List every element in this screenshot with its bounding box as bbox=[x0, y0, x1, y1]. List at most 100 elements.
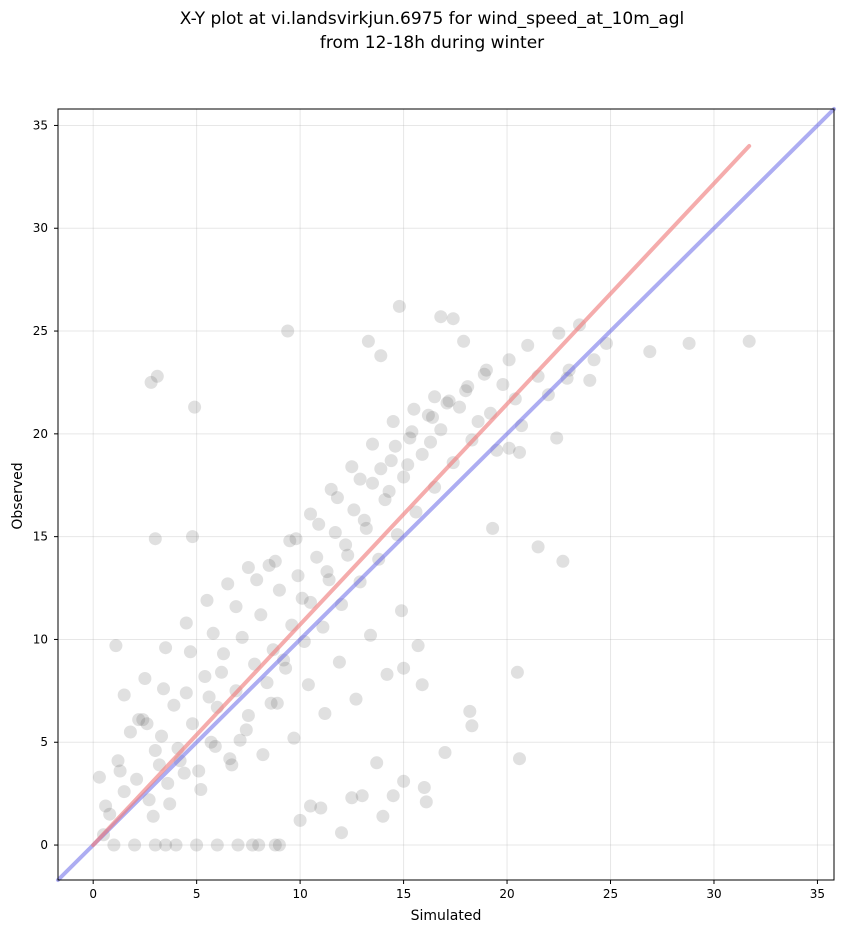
x-tick-label: 0 bbox=[89, 887, 97, 901]
scatter-point bbox=[206, 626, 220, 640]
scatter-point bbox=[442, 394, 456, 408]
scatter-point bbox=[643, 345, 657, 359]
scatter-point bbox=[417, 781, 431, 794]
scatter-point bbox=[148, 838, 162, 852]
scatter-point bbox=[397, 774, 411, 788]
x-tick-label: 25 bbox=[603, 887, 618, 901]
scatter-point bbox=[291, 569, 305, 583]
scatter-point bbox=[386, 415, 400, 428]
scatter-point bbox=[304, 595, 317, 609]
y-tick-label: 0 bbox=[40, 838, 48, 852]
scatter-point bbox=[188, 400, 202, 414]
scatter-point bbox=[403, 431, 417, 445]
scatter-point bbox=[223, 752, 237, 766]
scatter-point bbox=[136, 713, 150, 727]
scatter-point bbox=[366, 476, 379, 490]
x-tick-label: 5 bbox=[193, 887, 201, 901]
scatter-point bbox=[92, 770, 106, 784]
scatter-point bbox=[322, 573, 336, 587]
x-tick-label: 35 bbox=[810, 887, 825, 901]
scatter-point bbox=[117, 785, 131, 799]
scatter-point bbox=[186, 530, 199, 544]
scatter-point bbox=[428, 390, 442, 404]
scatter-point bbox=[130, 772, 144, 786]
scatter-point bbox=[397, 661, 411, 675]
scatter-point bbox=[268, 554, 282, 568]
scatter-point bbox=[477, 367, 491, 381]
scatter-point bbox=[167, 698, 181, 712]
scatter-point bbox=[279, 661, 293, 675]
scatter-point bbox=[355, 789, 369, 803]
scatter-point bbox=[397, 470, 411, 484]
scatter-point bbox=[521, 338, 535, 352]
scatter-point bbox=[682, 336, 696, 350]
scatter-point bbox=[357, 513, 371, 527]
scatter-point bbox=[361, 334, 375, 348]
scatter-point bbox=[113, 764, 127, 778]
scatter-point bbox=[246, 838, 259, 852]
scatter-point bbox=[262, 558, 276, 572]
scatter-point bbox=[163, 797, 177, 811]
scatter-point bbox=[148, 744, 162, 757]
scatter-point bbox=[283, 534, 297, 548]
y-axis-ticks: 0 5 10 15 20 25 30 35 bbox=[33, 118, 58, 852]
scatter-point bbox=[293, 813, 307, 827]
scatter-point bbox=[107, 838, 121, 852]
scatter-point bbox=[374, 349, 388, 363]
scatter-point bbox=[210, 838, 224, 852]
scatter-point bbox=[353, 472, 367, 486]
scatter-point bbox=[194, 783, 208, 796]
scatter-point bbox=[235, 630, 249, 644]
y-axis-label: Observed bbox=[10, 462, 26, 529]
scatter-point bbox=[330, 491, 344, 505]
scatter-point bbox=[198, 670, 212, 683]
scatter-point bbox=[392, 299, 406, 313]
x-tick-label: 20 bbox=[499, 887, 514, 901]
scatter-point bbox=[510, 665, 524, 679]
scatter-point bbox=[260, 676, 274, 690]
scatter-point bbox=[111, 754, 125, 768]
scatter-point bbox=[332, 655, 346, 669]
scatter-point bbox=[552, 326, 566, 340]
scatter-point bbox=[446, 312, 460, 326]
scatter-point bbox=[411, 639, 425, 653]
grid-lines bbox=[58, 109, 834, 880]
scatter-point bbox=[401, 458, 415, 472]
scatter-point bbox=[339, 538, 353, 552]
scatter-point bbox=[190, 838, 204, 852]
scatter-point bbox=[109, 639, 123, 653]
scatter-point bbox=[192, 764, 206, 778]
scatter-point bbox=[233, 733, 247, 747]
scatter-point bbox=[556, 554, 570, 568]
scatter-point bbox=[179, 686, 193, 700]
scatter-point bbox=[270, 696, 284, 710]
scatter-point bbox=[415, 678, 429, 692]
y-tick-label: 5 bbox=[40, 735, 48, 749]
y-tick-label: 25 bbox=[33, 324, 48, 338]
y-tick-label: 10 bbox=[33, 632, 48, 646]
y-tick-label: 30 bbox=[33, 221, 48, 235]
scatter-point bbox=[272, 838, 286, 852]
scatter-point bbox=[364, 628, 377, 642]
scatter-point bbox=[99, 799, 113, 813]
scatter-point bbox=[407, 402, 421, 416]
scatter-point bbox=[256, 748, 270, 762]
scatter-point bbox=[132, 713, 146, 727]
scatter-point bbox=[531, 540, 545, 554]
scatter-point bbox=[395, 604, 408, 618]
scatter-point bbox=[465, 719, 479, 733]
scatter-point bbox=[281, 324, 295, 338]
scatter-point bbox=[421, 408, 435, 422]
scatter-point bbox=[250, 573, 264, 587]
x-tick-label: 15 bbox=[396, 887, 411, 901]
scatter-point bbox=[161, 776, 175, 790]
scatter-point bbox=[304, 507, 317, 521]
scatter-points bbox=[92, 299, 756, 852]
scatter-point bbox=[380, 667, 394, 681]
scatter-point bbox=[426, 410, 439, 424]
scatter-point bbox=[221, 577, 235, 591]
scatter-point bbox=[169, 838, 183, 852]
scatter-point bbox=[231, 838, 245, 852]
scatter-point bbox=[140, 717, 154, 731]
scatter-point bbox=[440, 396, 454, 410]
